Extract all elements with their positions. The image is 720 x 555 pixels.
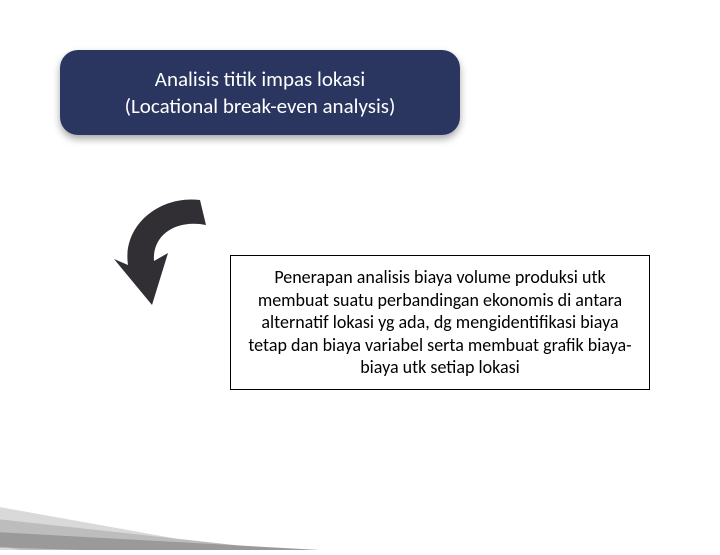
stripe-1	[0, 500, 240, 550]
title-box: Analisis titik impas lokasi (Locational …	[60, 50, 460, 135]
stripe-2	[0, 515, 280, 550]
stripe-3	[0, 530, 320, 550]
title-line-1: Analisis titik impas lokasi	[155, 66, 365, 92]
description-text: Penerapan analisis biaya volume produksi…	[243, 266, 637, 379]
description-box: Penerapan analisis biaya volume produksi…	[230, 255, 650, 390]
bottom-left-stripes-icon	[0, 420, 340, 550]
arrow-path	[114, 199, 206, 305]
title-line-2: (Locational break-even analysis)	[125, 93, 396, 119]
curved-arrow-icon	[110, 195, 250, 315]
